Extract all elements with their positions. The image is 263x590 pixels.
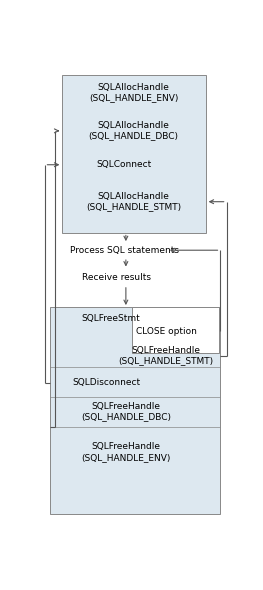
Text: SQLConnect: SQLConnect bbox=[97, 160, 152, 169]
Text: SQLAllocHandle
(SQL_HANDLE_ENV): SQLAllocHandle (SQL_HANDLE_ENV) bbox=[89, 83, 178, 102]
Text: SQLAllocHandle
(SQL_HANDLE_DBC): SQLAllocHandle (SQL_HANDLE_DBC) bbox=[89, 121, 179, 140]
Text: SQLFreeHandle
(SQL_HANDLE_DBC): SQLFreeHandle (SQL_HANDLE_DBC) bbox=[81, 402, 171, 422]
Text: Process SQL statements: Process SQL statements bbox=[70, 245, 179, 255]
Bar bbox=[132, 307, 219, 353]
Text: SQLFreeStmt: SQLFreeStmt bbox=[81, 314, 140, 323]
Bar bbox=[50, 307, 220, 513]
Text: CLOSE option: CLOSE option bbox=[136, 326, 197, 336]
Text: SQLFreeHandle
(SQL_HANDLE_ENV): SQLFreeHandle (SQL_HANDLE_ENV) bbox=[81, 442, 171, 461]
Bar bbox=[62, 75, 206, 232]
Text: SQLAllocHandle
(SQL_HANDLE_STMT): SQLAllocHandle (SQL_HANDLE_STMT) bbox=[86, 192, 181, 211]
Text: SQLDisconnect: SQLDisconnect bbox=[72, 378, 140, 387]
Text: Receive results: Receive results bbox=[82, 273, 151, 281]
Text: SQLFreeHandle
(SQL_HANDLE_STMT): SQLFreeHandle (SQL_HANDLE_STMT) bbox=[119, 346, 214, 365]
